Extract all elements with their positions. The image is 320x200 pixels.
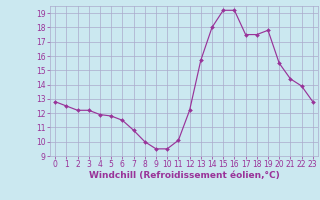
X-axis label: Windchill (Refroidissement éolien,°C): Windchill (Refroidissement éolien,°C) [89,171,279,180]
